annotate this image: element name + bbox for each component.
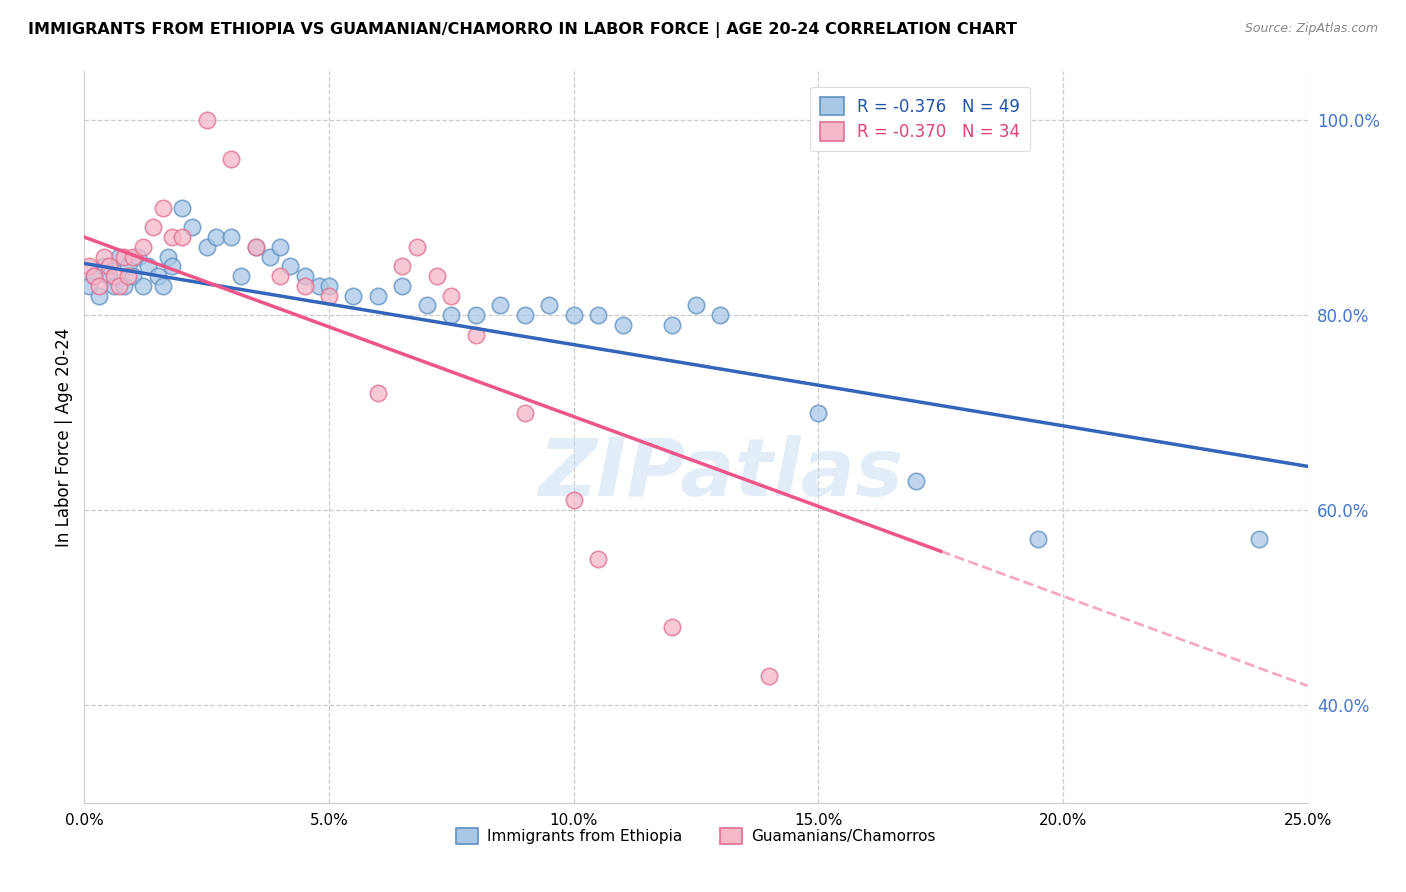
Point (136, 260, 159, 274)
Point (245, 240, 267, 254)
Point (586, 308, 609, 322)
Point (172, 230, 194, 244)
Text: ZIPatlas: ZIPatlas (538, 434, 903, 513)
Point (181, 220, 204, 235)
Point (122, 269, 145, 284)
Point (117, 260, 139, 274)
Point (807, 406, 830, 420)
Point (612, 318, 634, 332)
Point (83, 269, 105, 284)
Point (205, 230, 228, 244)
Point (391, 260, 413, 274)
Point (685, 298, 707, 312)
Point (103, 279, 125, 293)
Legend: Immigrants from Ethiopia, Guamanians/Chamorros: Immigrants from Ethiopia, Guamanians/Cha… (450, 822, 942, 850)
Text: Source: ZipAtlas.com: Source: ZipAtlas.com (1244, 22, 1378, 36)
Point (122, 250, 145, 264)
Point (489, 298, 512, 312)
Point (112, 250, 135, 264)
Point (219, 230, 242, 244)
Point (146, 269, 169, 284)
Point (513, 406, 536, 420)
Point (367, 288, 389, 302)
Point (1150, 815, 1173, 830)
Point (195, 113, 218, 128)
Point (87, 279, 110, 293)
Point (709, 308, 731, 322)
Point (661, 620, 683, 634)
Point (93, 260, 115, 274)
Point (195, 240, 218, 254)
Point (229, 269, 252, 284)
Point (294, 279, 316, 293)
Point (172, 201, 194, 215)
Point (391, 279, 413, 293)
Point (426, 269, 449, 284)
Point (278, 260, 301, 274)
Point (464, 327, 486, 342)
Point (318, 279, 340, 293)
Point (97, 260, 120, 274)
Point (127, 250, 149, 264)
Point (103, 269, 125, 284)
Point (245, 240, 267, 254)
Point (905, 474, 928, 488)
Point (156, 250, 179, 264)
Point (142, 220, 165, 235)
Point (269, 240, 291, 254)
Point (440, 288, 463, 302)
Point (1028, 533, 1050, 547)
Text: IMMIGRANTS FROM ETHIOPIA VS GUAMANIAN/CHAMORRO IN LABOR FORCE | AGE 20-24 CORREL: IMMIGRANTS FROM ETHIOPIA VS GUAMANIAN/CH… (28, 22, 1017, 38)
Point (464, 308, 486, 322)
Point (93, 250, 115, 264)
Point (77, 260, 100, 274)
Point (152, 279, 174, 293)
Point (259, 250, 281, 264)
Point (219, 152, 242, 166)
Point (162, 260, 184, 274)
Point (758, 669, 780, 683)
Point (318, 288, 340, 302)
Point (77, 279, 100, 293)
Point (1247, 533, 1270, 547)
Point (112, 279, 135, 293)
Point (586, 552, 609, 566)
Point (661, 318, 683, 332)
Point (416, 298, 439, 312)
Point (87, 288, 110, 302)
Point (132, 240, 155, 254)
Point (513, 308, 536, 322)
Point (107, 279, 129, 293)
Point (562, 308, 585, 322)
Point (1052, 815, 1074, 830)
Point (562, 493, 585, 508)
Point (152, 201, 174, 215)
Point (440, 308, 463, 322)
Point (97, 269, 120, 284)
Point (83, 269, 105, 284)
Point (107, 250, 129, 264)
Point (294, 269, 316, 284)
Point (367, 386, 389, 401)
Point (342, 288, 364, 302)
Point (117, 269, 139, 284)
Point (162, 230, 184, 244)
Point (538, 298, 561, 312)
Y-axis label: In Labor Force | Age 20-24: In Labor Force | Age 20-24 (55, 327, 73, 547)
Point (132, 279, 155, 293)
Point (269, 269, 291, 284)
Point (308, 279, 330, 293)
Point (406, 240, 429, 254)
